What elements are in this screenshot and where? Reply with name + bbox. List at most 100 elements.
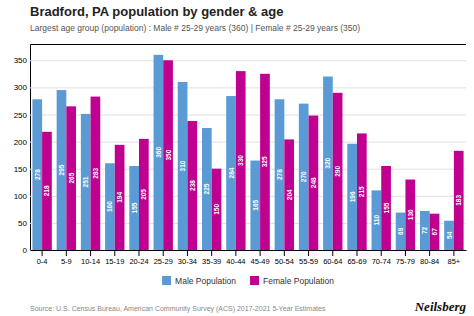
- bar: [226, 96, 236, 250]
- x-tick-label: 5-9: [61, 257, 72, 266]
- x-tick-label: 65-69: [347, 257, 366, 266]
- y-tick-label: 150: [14, 165, 28, 174]
- grid-line: [30, 60, 466, 61]
- data-label: 325: [261, 156, 268, 167]
- data-label: 155: [131, 202, 138, 213]
- legend-swatch: [250, 276, 259, 285]
- bar: [250, 161, 260, 250]
- bar: [115, 145, 125, 250]
- x-tick-label: 75-79: [396, 257, 415, 266]
- data-label: 183: [455, 195, 462, 206]
- data-label: 295: [58, 164, 65, 175]
- x-tick: 50-54: [275, 250, 294, 266]
- bar: [57, 90, 67, 250]
- data-label: 204: [286, 189, 293, 200]
- x-tick-label: 85+: [448, 257, 461, 266]
- bar: [42, 132, 52, 250]
- y-axis: 050100150200250300350: [14, 45, 466, 256]
- tick-mark: [163, 250, 164, 256]
- x-tick: 10-14: [81, 250, 100, 266]
- data-label: 218: [43, 185, 50, 196]
- x-tick-label: 0-4: [37, 257, 48, 266]
- x-tick: 15-19: [105, 250, 124, 266]
- data-label: 110: [373, 215, 380, 226]
- branding: Neilsberg: [414, 299, 467, 314]
- x-tick-label: 25-29: [154, 257, 173, 266]
- x-tick-label: 20-24: [129, 257, 148, 266]
- data-label: 165: [252, 199, 259, 210]
- y-tick-label: 50: [18, 219, 27, 228]
- bar: [154, 55, 164, 250]
- legend-item: Female Population: [250, 276, 334, 286]
- x-tick-label: 60-64: [323, 257, 342, 266]
- bar: [187, 121, 197, 250]
- legend: Male Population Female Population: [162, 276, 334, 286]
- bar: [260, 74, 270, 250]
- y-tick-label: 350: [14, 56, 28, 65]
- tick-mark: [308, 250, 309, 256]
- bar: [381, 166, 391, 250]
- bars: [32, 55, 463, 250]
- x-tick: 20-24: [129, 250, 148, 266]
- x-tick-label: 30-34: [178, 257, 197, 266]
- tick-mark: [90, 250, 91, 256]
- tick-mark: [211, 250, 212, 256]
- x-tick: 80-84: [420, 250, 439, 266]
- tick-mark: [235, 250, 236, 256]
- y-tick-label: 0: [23, 246, 28, 255]
- tick-mark: [357, 250, 358, 256]
- bar: [372, 190, 382, 250]
- tick-mark: [114, 250, 115, 256]
- data-label: 155: [383, 202, 390, 213]
- data-label: 278: [276, 169, 283, 180]
- x-tick-label: 40-44: [226, 257, 245, 266]
- bar: [212, 169, 222, 250]
- legend-label: Male Population: [175, 276, 236, 286]
- legend-swatch: [162, 276, 171, 285]
- data-label: 54: [446, 231, 453, 239]
- data-label: 270: [300, 171, 307, 182]
- legend-item: Male Population: [162, 276, 236, 286]
- x-axis-line: [31, 250, 467, 251]
- bar: [323, 77, 333, 250]
- bar: [357, 133, 367, 250]
- data-label: 251: [82, 176, 89, 187]
- data-label: 330: [237, 155, 244, 166]
- data-label: 72: [421, 226, 428, 234]
- plot: 0501001502002503003500-45-910-1415-1920-…: [14, 45, 467, 267]
- bar: [91, 97, 101, 250]
- bar: [139, 139, 149, 250]
- data-label: 350: [165, 149, 172, 160]
- data-label: 69: [397, 227, 404, 235]
- data-label: 130: [407, 209, 414, 220]
- y-tick-label: 300: [14, 83, 28, 92]
- x-tick-label: 80-84: [420, 257, 439, 266]
- data-label: 283: [92, 167, 99, 178]
- x-tick: 65-69: [347, 250, 366, 266]
- x-tick: 75-79: [396, 250, 415, 266]
- x-tick-label: 15-19: [105, 257, 124, 266]
- data-label: 360: [155, 147, 162, 158]
- y-tick-label: 250: [14, 111, 28, 120]
- title: Bradford, PA population by gender & age: [30, 4, 284, 19]
- bar: [81, 114, 91, 250]
- bar: [66, 106, 76, 250]
- legend-label: Female Population: [263, 276, 334, 286]
- x-tick-label: 55-59: [299, 257, 318, 266]
- x-tick: 55-59: [299, 250, 318, 266]
- x-tick: 0-4: [37, 250, 48, 266]
- bar: [236, 71, 246, 250]
- y-tick: 350: [14, 56, 466, 65]
- bar: [284, 139, 294, 250]
- data-label: 194: [116, 192, 123, 203]
- tick-mark: [260, 250, 261, 256]
- x-tick-label: 70-74: [372, 257, 391, 266]
- data-label: 225: [203, 183, 210, 194]
- data-labels: 2782952511601553603102252841652782703201…: [34, 147, 462, 239]
- tick-mark: [66, 250, 67, 256]
- data-label: 205: [140, 189, 147, 200]
- data-label: 160: [106, 201, 113, 212]
- subtitle: Largest age group (population) : Male # …: [30, 23, 360, 33]
- x-tick: 5-9: [61, 250, 72, 266]
- bar: [396, 213, 406, 250]
